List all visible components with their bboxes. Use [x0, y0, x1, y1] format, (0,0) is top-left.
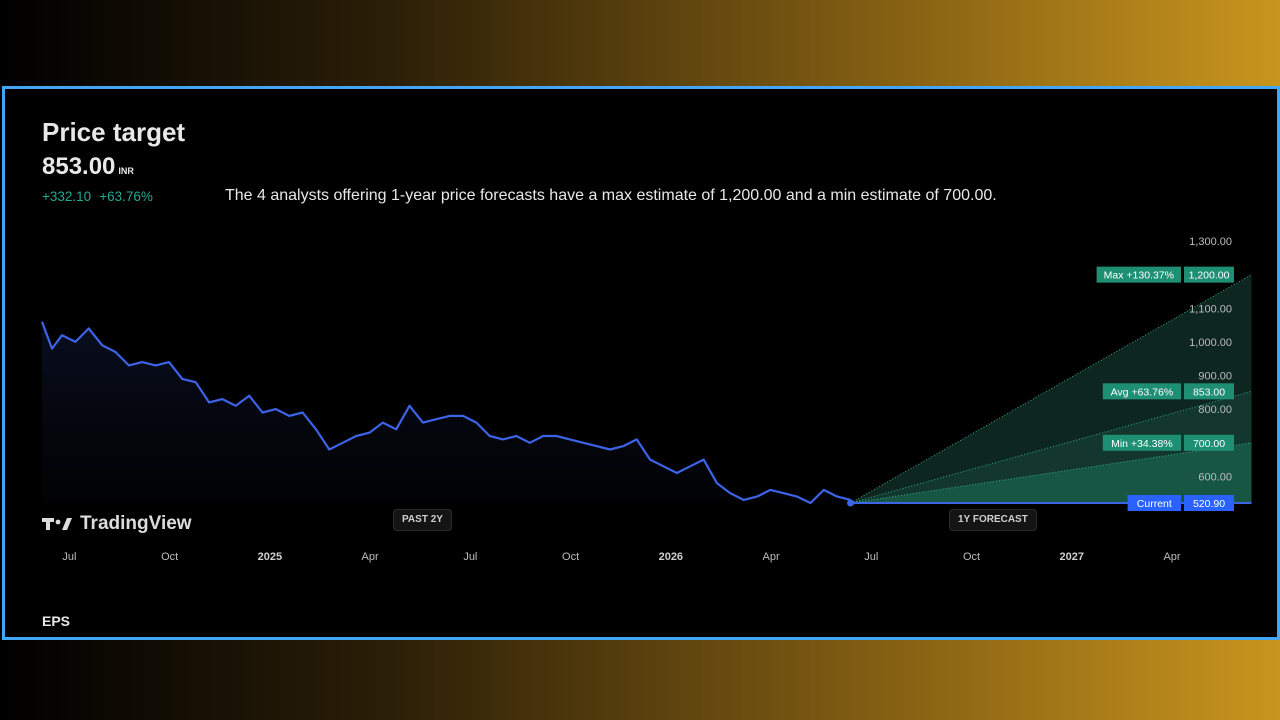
forecast-line-avg	[850, 390, 1252, 504]
price-change: +332.10 +63.76%	[42, 189, 161, 204]
min-estimate-price-badge	[1184, 434, 1234, 451]
x-tick-label: 2026	[659, 551, 683, 563]
forecast-period-label: 1Y FORECAST	[949, 509, 1037, 531]
forecast-description: The 4 analysts offering 1-year price for…	[225, 187, 997, 204]
avg-estimate-badge	[1102, 383, 1181, 400]
y-tick-label: 900.00	[1198, 371, 1232, 383]
x-tick-label: Oct	[161, 551, 178, 563]
price-change-absolute: +332.10	[42, 189, 92, 204]
current-price-price-badge	[1184, 495, 1234, 511]
x-tick-label: Apr	[1163, 551, 1180, 563]
x-tick-label: Apr	[362, 551, 379, 563]
y-tick-label: 600.00	[1198, 471, 1232, 483]
current-price-badge	[1127, 495, 1181, 511]
avg-estimate-badge-label: Avg +63.76%	[1111, 386, 1174, 398]
x-tick-label: Jul	[463, 551, 477, 563]
x-tick-label: Jul	[864, 551, 878, 563]
x-tick-label: Oct	[562, 551, 579, 563]
eps-section-label[interactable]: EPS	[42, 613, 71, 629]
page-title: Price target	[42, 117, 186, 147]
price-target-value-row: 853.00 INR	[42, 153, 134, 181]
current-price-badge-label: Current	[1137, 498, 1172, 510]
avg-estimate-price-badge-label: 853.00	[1193, 386, 1225, 398]
x-tick-label: Oct	[963, 551, 980, 563]
price-target-value: 853.00	[42, 153, 116, 180]
y-tick-label: 1,000.00	[1189, 337, 1232, 349]
history-price-line	[40, 321, 851, 505]
tradingview-logo-text: TradingView	[80, 513, 192, 534]
y-tick-label: 1,100.00	[1189, 303, 1232, 315]
price-forecast-chart: Jul Oct 2025 Apr Jul Oct 2026 Apr Jul Oct 2027 Apr 1…	[40, 236, 1252, 563]
max-estimate-price-badge-label: 1,200.00	[1189, 270, 1230, 282]
x-tick-label: 2027	[1060, 551, 1084, 563]
x-tick-label: 2025	[258, 551, 282, 563]
tradingview-logo[interactable]: TradingView	[42, 513, 192, 535]
x-tick-label: Jul	[62, 551, 76, 563]
forecast-line-max	[850, 274, 1252, 504]
min-estimate-price-badge-label: 700.00	[1193, 438, 1225, 450]
history-area	[42, 321, 985, 503]
max-estimate-badge	[1096, 266, 1181, 283]
x-tick-label: Apr	[762, 551, 779, 563]
min-estimate-badge-label: Min +34.38%	[1111, 438, 1173, 450]
y-tick-label: 1,300.00	[1189, 236, 1232, 248]
current-price-point	[847, 499, 855, 507]
y-tick-label: 800.00	[1198, 404, 1232, 416]
past-period-label: PAST 2Y	[393, 509, 452, 531]
max-estimate-badge-label: Max +130.37%	[1104, 270, 1174, 282]
currency-label: INR	[118, 166, 134, 176]
forecast-cone-min	[850, 442, 1252, 503]
price-change-percent: +63.76%	[99, 189, 153, 204]
current-price-price-badge-label: 520.90	[1193, 498, 1225, 510]
price-target-panel: Price target 853.00 INR +332.10 +63.76% Th…	[2, 86, 1280, 640]
tradingview-logo-icon	[42, 518, 72, 530]
avg-estimate-price-badge	[1184, 383, 1234, 400]
max-estimate-price-badge	[1184, 266, 1234, 283]
min-estimate-badge	[1102, 434, 1181, 451]
